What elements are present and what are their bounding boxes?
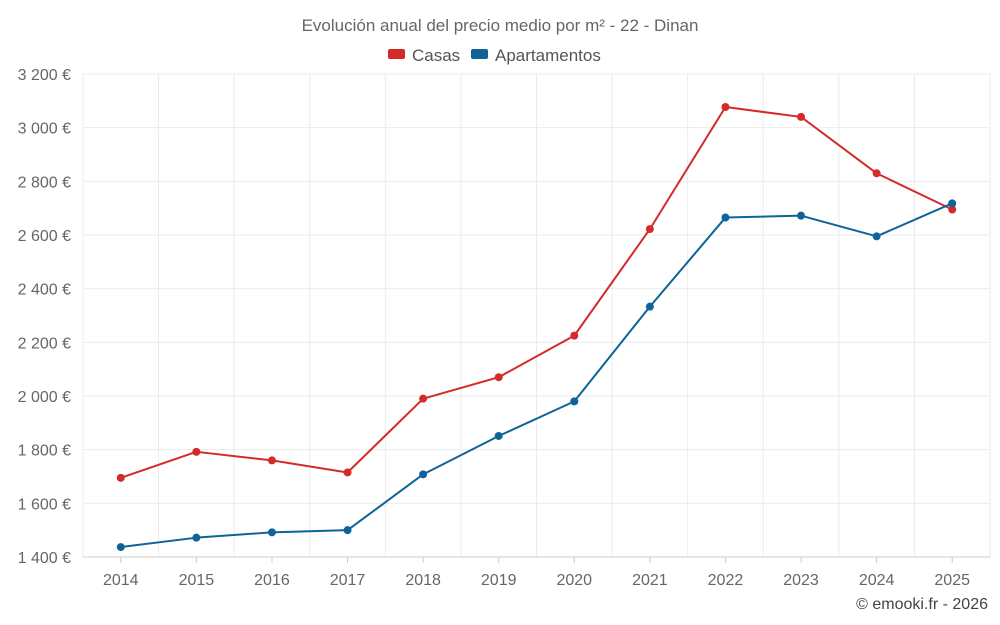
data-point-casas[interactable]	[721, 103, 730, 112]
data-point-apartamentos[interactable]	[267, 528, 276, 537]
data-point-apartamentos[interactable]	[721, 213, 730, 222]
x-tick-label: 2018	[405, 572, 441, 589]
grid	[82, 73, 991, 558]
legend-item-apartamentos[interactable]: Apartamentos	[471, 46, 601, 65]
data-point-casas[interactable]	[343, 468, 352, 477]
legend-label-apartamentos: Apartamentos	[495, 46, 601, 65]
y-tick-label: 2 200 €	[18, 335, 71, 352]
data-point-apartamentos[interactable]	[948, 199, 957, 208]
data-point-apartamentos[interactable]	[797, 211, 806, 220]
x-tick-label: 2016	[254, 572, 290, 589]
chart-title: Evolución anual del precio medio por m² …	[302, 16, 699, 35]
y-axis: 1 400 € 1 600 € 1 800 € 2 000 € 2 200 € 2 400…	[18, 67, 71, 567]
y-tick-label: 2 000 €	[18, 389, 71, 406]
legend-swatch-casas	[388, 49, 405, 59]
x-tick-label: 2015	[179, 572, 215, 589]
x-tick-label: 2024	[859, 572, 895, 589]
x-tick-label: 2022	[708, 572, 744, 589]
data-point-apartamentos[interactable]	[570, 397, 579, 406]
data-point-apartamentos[interactable]	[192, 533, 201, 542]
data-point-casas[interactable]	[948, 205, 957, 214]
x-axis: 2014 2015 2016 2017 2018 2019 2020 2021 2022 2023…	[83, 556, 990, 589]
y-tick-label: 1 600 €	[18, 496, 71, 513]
y-tick-label: 2 800 €	[18, 174, 71, 191]
data-point-apartamentos[interactable]	[419, 470, 428, 479]
data-point-casas[interactable]	[570, 331, 579, 340]
legend-item-casas[interactable]: Casas	[388, 46, 460, 65]
series-line-casas	[120, 106, 953, 479]
y-tick-label: 3 200 €	[18, 67, 71, 84]
data-point-casas[interactable]	[872, 169, 881, 178]
series-layer	[116, 103, 957, 552]
y-tick-label: 1 400 €	[18, 550, 71, 567]
legend-swatch-apartamentos	[471, 49, 488, 59]
credit-text: © emooki.fr - 2026	[856, 596, 988, 613]
data-point-apartamentos[interactable]	[116, 543, 125, 552]
x-tick-label: 2017	[330, 572, 366, 589]
x-tick-label: 2025	[934, 572, 970, 589]
legend-label-casas: Casas	[412, 46, 460, 65]
legend[interactable]: Casas Apartamentos	[388, 46, 601, 65]
y-tick-label: 1 800 €	[18, 443, 71, 460]
series-line-apartamentos	[120, 202, 953, 549]
data-point-casas[interactable]	[116, 473, 125, 482]
data-point-apartamentos[interactable]	[872, 232, 881, 241]
y-tick-label: 2 400 €	[18, 282, 71, 299]
data-point-apartamentos[interactable]	[645, 302, 654, 311]
data-point-apartamentos[interactable]	[343, 526, 352, 535]
data-point-casas[interactable]	[494, 373, 503, 382]
y-tick-label: 3 000 €	[18, 121, 71, 138]
data-point-casas[interactable]	[192, 447, 201, 456]
data-point-casas[interactable]	[645, 225, 654, 234]
x-tick-label: 2014	[103, 572, 139, 589]
x-tick-label: 2021	[632, 572, 668, 589]
data-point-casas[interactable]	[797, 112, 806, 121]
x-tick-label: 2019	[481, 572, 517, 589]
x-tick-label: 2023	[783, 572, 819, 589]
data-point-casas[interactable]	[267, 456, 276, 465]
x-tick-label: 2020	[556, 572, 592, 589]
data-point-casas[interactable]	[419, 394, 428, 403]
y-tick-label: 2 600 €	[18, 228, 71, 245]
data-point-apartamentos[interactable]	[494, 431, 503, 440]
